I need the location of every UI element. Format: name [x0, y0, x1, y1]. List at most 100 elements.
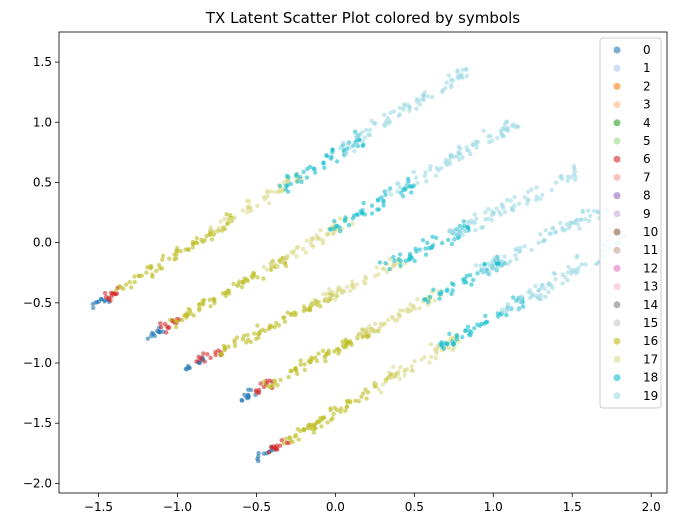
data-point — [425, 94, 431, 99]
data-point — [449, 291, 454, 297]
x-axis: −1.5 −1.0 −0.5 0.0 0.5 1.0 1.5 2.0 — [84, 493, 661, 514]
data-point — [402, 367, 408, 373]
data-point — [468, 273, 473, 278]
data-point — [369, 203, 375, 208]
data-point — [495, 135, 500, 141]
data-point — [424, 179, 429, 184]
data-point — [350, 221, 355, 226]
legend-marker — [613, 119, 621, 127]
legend-label: 18 — [643, 371, 658, 385]
legend-label: 4 — [643, 116, 651, 130]
data-point — [428, 354, 434, 360]
data-point — [522, 244, 528, 249]
data-point — [474, 145, 479, 150]
data-point — [212, 301, 217, 306]
data-point — [402, 373, 407, 378]
data-point — [456, 227, 462, 233]
data-point — [446, 345, 452, 351]
data-point — [113, 288, 119, 293]
data-point — [509, 305, 514, 310]
data-point — [151, 331, 156, 336]
data-point — [595, 210, 601, 215]
data-point — [466, 332, 472, 337]
data-point — [553, 229, 559, 235]
data-point — [308, 422, 314, 427]
data-point — [553, 180, 559, 185]
data-point — [377, 260, 382, 265]
data-point — [403, 258, 408, 263]
data-point — [452, 236, 457, 241]
data-point — [361, 142, 366, 147]
data-point — [565, 278, 570, 283]
data-point — [457, 157, 462, 162]
data-point — [486, 134, 491, 139]
data-point — [388, 192, 394, 197]
data-point — [460, 75, 465, 80]
legend-label: 14 — [643, 298, 658, 312]
data-point — [495, 257, 500, 262]
legend-label: 1 — [643, 61, 651, 75]
data-point — [320, 348, 326, 353]
data-point — [468, 151, 473, 157]
data-point — [430, 94, 435, 100]
data-point — [374, 265, 379, 270]
data-point — [391, 254, 396, 260]
data-point — [132, 279, 137, 285]
data-point — [174, 319, 180, 324]
data-point — [364, 396, 369, 401]
data-point — [422, 355, 427, 360]
data-point — [157, 266, 163, 271]
data-point — [292, 313, 298, 318]
data-point — [338, 145, 343, 151]
data-point — [350, 282, 355, 287]
data-point — [387, 256, 393, 262]
data-point — [261, 194, 267, 200]
data-point — [269, 189, 274, 194]
data-point — [266, 450, 272, 455]
data-point — [386, 121, 391, 126]
data-point — [221, 225, 226, 230]
data-point — [311, 430, 317, 435]
data-point — [444, 80, 449, 85]
data-point — [517, 249, 522, 254]
data-point — [499, 263, 505, 268]
data-point — [469, 282, 474, 287]
legend-label: 13 — [643, 280, 658, 294]
data-point — [457, 146, 463, 151]
data-point — [464, 219, 470, 224]
data-point — [298, 358, 303, 363]
data-point — [196, 302, 202, 307]
data-point — [531, 293, 537, 298]
data-point — [440, 89, 445, 95]
data-point — [354, 334, 360, 340]
legend-marker — [613, 228, 621, 236]
data-point — [434, 235, 439, 240]
data-point — [328, 295, 333, 300]
data-point — [500, 203, 505, 208]
data-point — [304, 238, 309, 243]
y-tick-label: 0.0 — [33, 236, 52, 250]
data-point — [487, 139, 492, 145]
data-point — [312, 422, 317, 427]
data-point — [127, 280, 132, 285]
data-point — [401, 107, 406, 112]
data-point — [368, 127, 373, 133]
data-point — [381, 199, 386, 205]
data-point — [256, 335, 261, 340]
data-point — [464, 145, 469, 150]
data-point — [439, 289, 444, 294]
data-point — [314, 358, 320, 364]
data-point — [174, 252, 179, 257]
data-point — [336, 346, 341, 352]
data-point — [481, 266, 487, 271]
data-point — [245, 210, 250, 215]
data-point — [412, 306, 418, 311]
data-point — [361, 391, 366, 396]
data-point — [512, 194, 517, 200]
data-point — [272, 378, 277, 383]
data-point — [344, 150, 349, 155]
data-point — [229, 216, 234, 222]
data-point — [572, 220, 577, 225]
data-point — [382, 112, 387, 118]
